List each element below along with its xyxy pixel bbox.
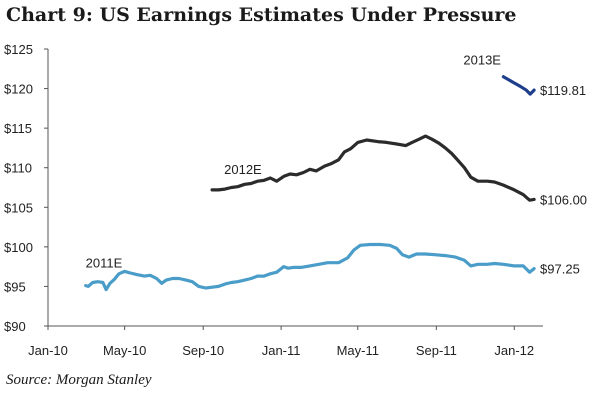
x-tick-label: May-11	[337, 343, 379, 358]
series-line-2012E	[210, 134, 536, 202]
y-tick-label: $125	[4, 42, 33, 57]
x-tick-label: Jan-12	[494, 343, 534, 358]
source-note: Source: Morgan Stanley	[6, 372, 152, 388]
y-tick-label: $115	[4, 121, 32, 136]
x-tick-label: Sep-10	[182, 343, 224, 358]
series-line-2013E	[501, 75, 536, 96]
chart-series	[84, 75, 536, 292]
chart-title: Chart 9: US Earnings Estimates Under Pre…	[6, 4, 517, 26]
series-name-2012E: 2012E	[224, 162, 262, 177]
series-name-2013E: 2013E	[463, 53, 501, 68]
y-tick-label: $95	[4, 279, 26, 294]
chart-labels: 2011E $97.25 2012E $106.00 2013E $119.81	[86, 53, 587, 277]
x-tick-label: Sep-11	[416, 343, 457, 358]
y-tick-label: $110	[4, 161, 32, 176]
y-tick-label: $120	[4, 82, 33, 97]
y-tick-label: $100	[4, 240, 33, 255]
end-value-label-2011E: $97.25	[540, 262, 580, 277]
end-value-label-2013E: $119.81	[540, 83, 586, 98]
y-tick-label: $105	[4, 200, 33, 215]
x-tick-label: May-10	[103, 343, 146, 358]
y-tick-label: $90	[4, 319, 26, 334]
x-tick-label: Jan-11	[262, 343, 301, 358]
chart-axes: $90 $95 $100 $105 $110 $115 $120 $125 Jan-10 May-…	[4, 42, 543, 358]
end-value-label-2012E: $106.00	[540, 192, 587, 207]
series-line-2011E	[84, 242, 536, 292]
x-tick-label: Jan-10	[28, 343, 68, 358]
series-name-2011E: 2011E	[86, 256, 123, 271]
